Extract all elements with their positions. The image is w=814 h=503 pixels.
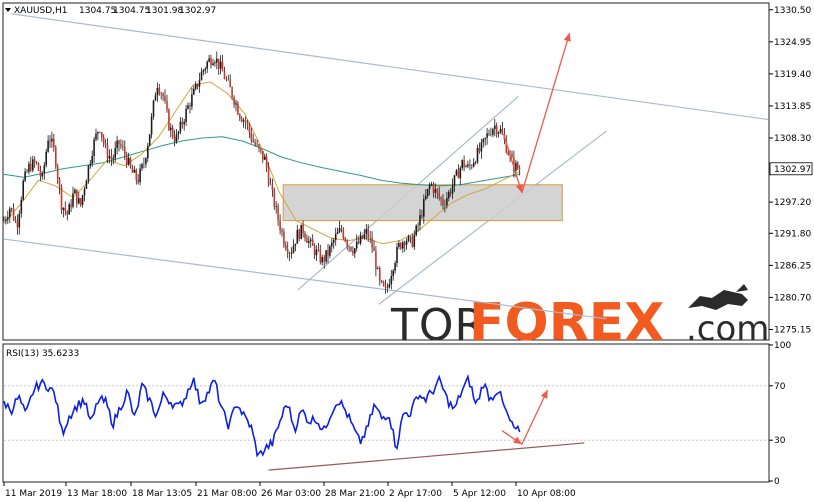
chart-title: XAUUSD,H1 1304.75 1304.75 1301.98 1302.9…	[5, 6, 216, 16]
rsi-forecast-arrow-2	[521, 389, 549, 445]
forecast-arrow-2	[521, 32, 571, 194]
ohlc-high: 1304.75	[113, 6, 150, 16]
rsi-axis: 100 70 30 0	[769, 341, 791, 487]
rsi-forecast-arrows	[501, 389, 549, 445]
price-tick-label: 1291.80	[774, 229, 811, 239]
price-axis: 1330.50 1324.95 1319.40 1313.85 1308.30 1302.…	[769, 6, 813, 335]
watermark-forex: FOREX	[469, 293, 664, 353]
symbol-label: XAUUSD,H1	[14, 6, 68, 16]
dropdown-triangle-icon	[5, 8, 11, 12]
time-tick-label: 26 Mar 03:00	[261, 489, 321, 499]
rsi-title: RSI(13) 35.6233	[6, 349, 79, 359]
time-tick-label: 10 Apr 08:00	[517, 489, 576, 499]
forecast-arrow-1	[502, 133, 523, 194]
time-tick-label: 2 Apr 17:00	[389, 489, 442, 499]
rsi-forecast-arrow-2-head	[540, 389, 548, 399]
ohlc-low: 1301.98	[146, 6, 183, 16]
channel-line	[11, 13, 769, 121]
price-tick-label: 1319.40	[774, 70, 811, 80]
time-tick-label: 11 Mar 2019	[5, 489, 62, 499]
rsi-levels	[4, 385, 768, 441]
price-panel-border	[2, 2, 770, 341]
rsi-panel: RSI(13) 35.6233	[2, 343, 770, 483]
rsi-tick-label: 0	[774, 477, 780, 487]
time-tick-label: 5 Apr 12:00	[453, 489, 506, 499]
watermark-com: .com	[686, 309, 769, 349]
current-price-label: 1302.97	[774, 165, 811, 175]
time-tick-label: 28 Mar 21:00	[325, 489, 385, 499]
rsi-trend-line-segment	[268, 442, 585, 471]
forecast-arrows	[502, 32, 571, 194]
rsi-forecast-arrow-1-head	[513, 436, 522, 445]
rsi-series	[3, 373, 521, 458]
price-tick-label: 1280.70	[774, 293, 811, 303]
support-zone	[282, 184, 563, 222]
forecast-arrow-2-head	[563, 32, 571, 42]
watermark: TOR FOREX .com	[390, 284, 769, 353]
forecast-arrow-1-head	[515, 183, 523, 193]
time-tick-label: 18 Mar 13:05	[132, 489, 192, 499]
price-tick-label: 1308.30	[774, 134, 811, 144]
current-price-box	[769, 162, 813, 176]
time-tick-label: 21 Mar 08:00	[197, 489, 257, 499]
price-tick-label: 1297.20	[774, 198, 811, 208]
price-tick-label: 1324.95	[774, 38, 811, 48]
ohlc-close: 1302.97	[179, 6, 216, 16]
channel-line	[3, 238, 607, 320]
price-series	[3, 51, 521, 294]
price-tick-label: 1275.15	[774, 325, 811, 335]
ohlc-open: 1304.75	[79, 6, 116, 16]
price-tick-label: 1330.50	[774, 6, 811, 16]
rsi-tick-label: 100	[774, 341, 791, 351]
rsi-trend-line	[268, 442, 585, 471]
rsi-tick-label: 70	[774, 382, 786, 392]
moving-average-2	[3, 81, 520, 245]
price-tick-label: 1313.85	[774, 102, 811, 112]
rsi-panel-border	[2, 343, 770, 483]
rsi-line	[3, 373, 521, 458]
bull-logo-icon	[688, 284, 748, 310]
price-panel: TOR FOREX .com XAUUSD,H1 1304.75 1304.75…	[2, 2, 770, 353]
price-tick-label: 1286.25	[774, 261, 811, 271]
watermark-tor: TOR	[390, 300, 486, 351]
support-zone-box	[282, 184, 563, 222]
time-axis: 11 Mar 2019 13 Mar 18:00 18 Mar 13:05 21 Ma…	[3, 482, 576, 499]
rsi-tick-label: 30	[774, 436, 786, 446]
time-tick-label: 13 Mar 18:00	[67, 489, 127, 499]
